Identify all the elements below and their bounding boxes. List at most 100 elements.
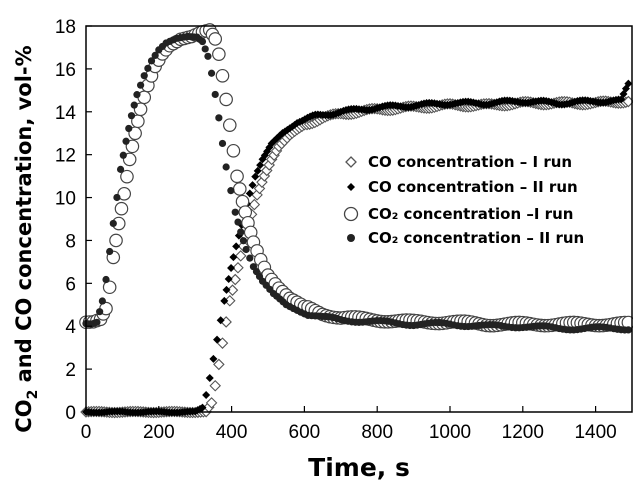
data-point — [201, 45, 209, 53]
data-point — [93, 318, 101, 326]
series-1 — [82, 79, 633, 417]
data-point — [237, 228, 245, 236]
data-point — [232, 242, 241, 251]
data-point — [248, 198, 261, 211]
data-point — [215, 68, 230, 83]
data-point — [137, 81, 145, 89]
data-point — [204, 52, 212, 60]
data-point — [122, 137, 130, 145]
data-point — [109, 219, 117, 228]
series-3 — [82, 32, 632, 334]
data-point — [208, 32, 223, 46]
data-point — [222, 163, 230, 171]
data-point — [232, 182, 247, 196]
data-point — [151, 51, 159, 60]
data-point — [215, 114, 223, 122]
data-point — [226, 284, 239, 296]
data-point — [624, 79, 633, 88]
data-point — [205, 374, 214, 383]
legend-entry-co2-run2: CO₂ concentration – II run — [347, 229, 584, 247]
data-point — [248, 181, 257, 190]
y-tick-label: 10 — [55, 189, 76, 210]
data-point — [229, 253, 238, 262]
data-point — [102, 280, 117, 295]
legend-entry-co-run1: CO concentration – I run — [345, 153, 572, 171]
data-point — [114, 201, 129, 216]
data-point — [246, 254, 254, 262]
data-point — [117, 186, 132, 201]
legend: CO concentration – I run CO concentratio… — [343, 153, 584, 247]
x-tick-label: 1000 — [429, 422, 471, 443]
data-point — [227, 187, 235, 195]
x-tick-label: 800 — [361, 422, 393, 443]
data-point — [98, 297, 106, 305]
data-point — [213, 335, 222, 344]
data-point — [242, 245, 250, 254]
y-axis-label-rest: and CO concentration, vol-% — [12, 45, 36, 389]
y-tick-label: 2 — [65, 360, 76, 381]
legend-marker-open-circle — [343, 206, 359, 222]
data-point — [125, 124, 133, 133]
data-point — [219, 92, 233, 107]
x-tick-label: 200 — [143, 422, 175, 443]
x-axis-label: Time, s — [308, 453, 410, 482]
data-point — [232, 262, 244, 274]
legend-label-co-run1: CO concentration – I run — [368, 153, 572, 171]
data-point — [222, 118, 237, 132]
data-point — [216, 337, 229, 349]
y-axis-label-subscript: 2 — [25, 390, 41, 400]
data-point — [220, 296, 229, 305]
data-point — [234, 250, 247, 262]
data-point — [205, 397, 218, 409]
y-tick-label: 14 — [55, 103, 77, 124]
data-point — [209, 379, 221, 392]
data-point — [198, 403, 207, 412]
data-point — [213, 358, 225, 371]
data-point — [245, 189, 254, 198]
y-axis-ticks: 0 2 4 6 8 10 12 14 16 18 — [55, 17, 92, 424]
data-point — [239, 237, 248, 245]
y-tick-label: 12 — [55, 146, 76, 167]
data-point — [133, 91, 141, 99]
x-tick-label: 0 — [81, 422, 92, 443]
data-point — [230, 169, 244, 184]
legend-label-co-run2: CO concentration – II run — [368, 178, 578, 196]
data-point — [224, 274, 233, 283]
data-point — [226, 143, 241, 158]
plot-area — [79, 23, 633, 419]
legend-marker-filled-diamond — [347, 183, 355, 191]
legend-marker-filled-circle — [347, 234, 355, 242]
legend-marker-open-diamond — [345, 156, 357, 168]
data-point — [198, 37, 207, 46]
data-point — [202, 391, 211, 400]
data-point — [211, 90, 219, 99]
data-point — [218, 139, 227, 148]
data-point — [119, 151, 127, 159]
data-point — [209, 354, 218, 363]
x-tick-label: 600 — [289, 422, 321, 443]
y-tick-label: 16 — [55, 60, 76, 81]
x-tick-label: 1400 — [574, 422, 616, 443]
data-point — [251, 172, 260, 181]
data-point — [231, 208, 239, 216]
x-tick-label: 400 — [216, 422, 248, 443]
data-point — [144, 64, 152, 72]
data-point — [125, 139, 140, 154]
data-point — [283, 125, 292, 134]
data-point — [253, 166, 262, 175]
data-point — [120, 169, 134, 184]
data-point — [130, 101, 138, 109]
legend-label-co2-run1: CO₂ concentration –I run — [368, 205, 573, 223]
data-point — [109, 233, 123, 248]
y-tick-label: 4 — [65, 317, 76, 338]
data-point — [207, 69, 216, 77]
data-point — [256, 161, 265, 170]
y-axis-label-main: CO — [12, 399, 36, 432]
data-point — [102, 275, 110, 284]
data-point — [113, 193, 121, 202]
y-axis-label: CO2 and CO concentration, vol-% — [12, 45, 41, 432]
plot-frame — [85, 25, 633, 413]
data-point — [96, 308, 104, 316]
legend-label-co2-run2: CO₂ concentration – II run — [368, 229, 584, 247]
